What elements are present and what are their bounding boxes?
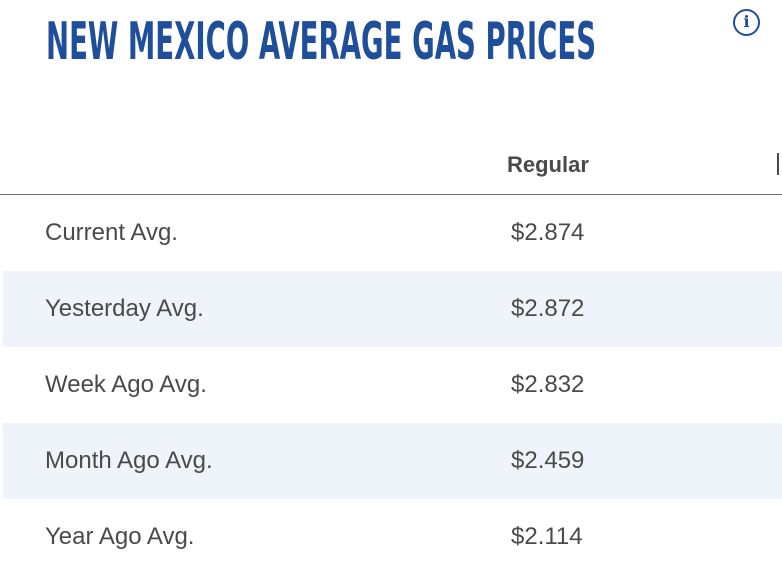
table-row: Yesterday Avg. $2.872 — [3, 271, 782, 347]
regular-price: $2.832 — [511, 371, 585, 398]
table-row: Month Ago Avg. $2.459 — [3, 423, 782, 499]
regular-price: $2.874 — [511, 219, 585, 246]
column-header-regular: Regular — [507, 152, 589, 177]
row-label: Yesterday Avg. — [45, 295, 204, 322]
row-label: Current Avg. — [45, 219, 178, 246]
table-row: Current Avg. $2.874 — [3, 195, 782, 271]
row-label: Month Ago Avg. — [45, 447, 213, 474]
regular-price: $2.114 — [511, 523, 583, 550]
column-header-next-cutoff — [777, 153, 779, 175]
table-row: Week Ago Avg. $2.832 — [3, 347, 782, 423]
row-label: Year Ago Avg. — [45, 523, 195, 550]
info-icon[interactable]: i — [733, 9, 760, 36]
regular-price: $2.872 — [511, 295, 585, 322]
row-label: Week Ago Avg. — [45, 371, 207, 398]
page-title: NEW MEXICO AVERAGE GAS PRICES — [46, 12, 597, 72]
table-header: Regular — [0, 130, 782, 195]
table-row: Year Ago Avg. $2.114 — [3, 499, 782, 575]
regular-price: $2.459 — [511, 447, 585, 474]
